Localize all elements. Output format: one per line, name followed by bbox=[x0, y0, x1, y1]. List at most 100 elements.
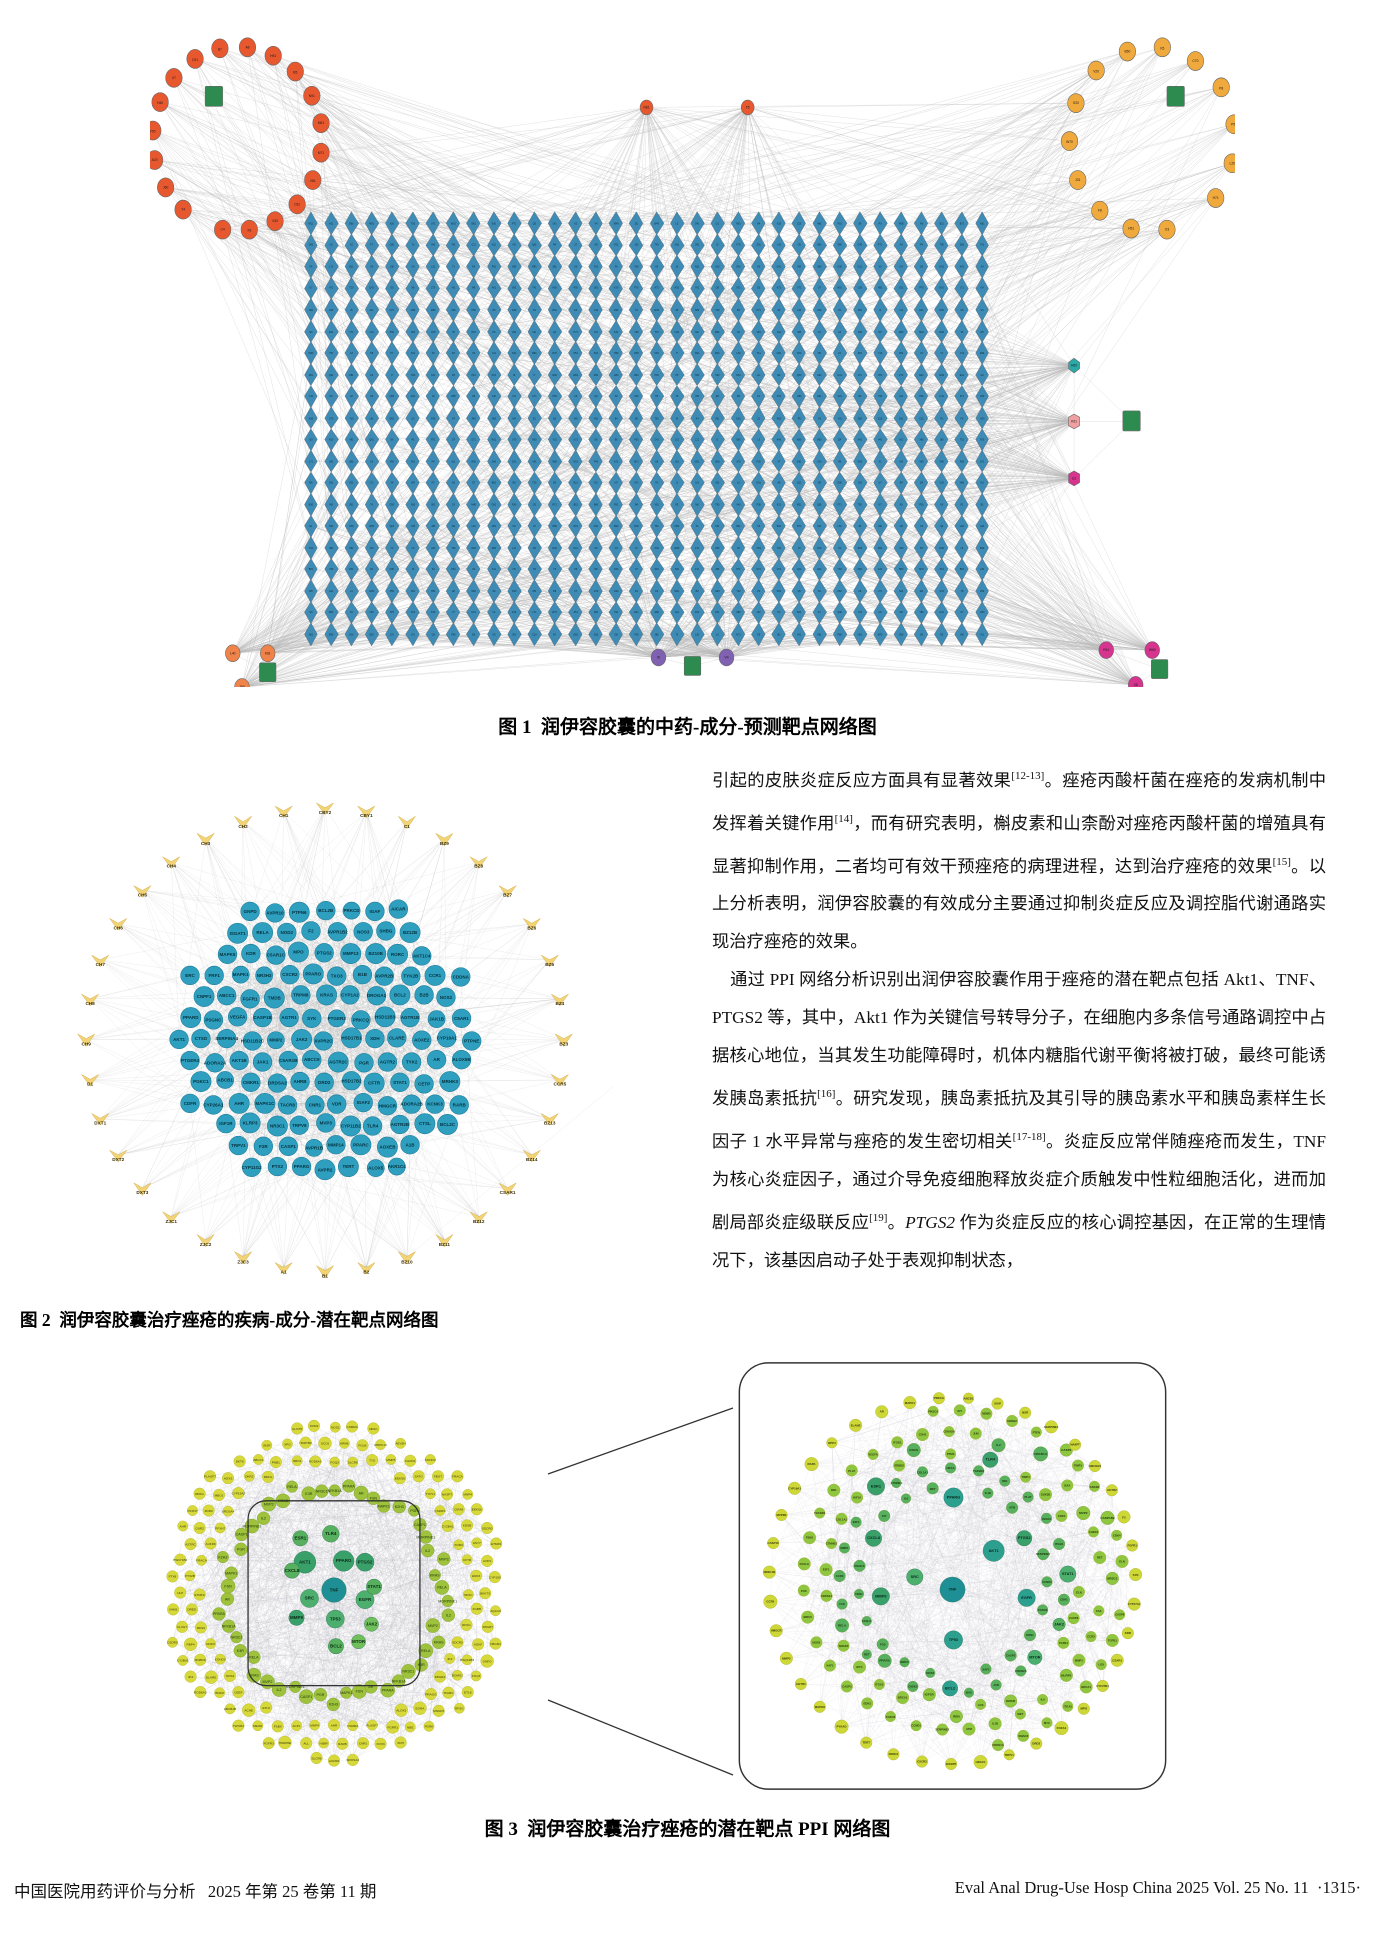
svg-text:W41: W41 bbox=[471, 546, 476, 550]
svg-text:T41: T41 bbox=[980, 242, 985, 246]
svg-text:MVP2: MVP2 bbox=[264, 1502, 274, 1506]
svg-text:G50: G50 bbox=[980, 416, 985, 420]
svg-text:A21: A21 bbox=[329, 589, 334, 593]
svg-text:CTSL: CTSL bbox=[419, 1121, 431, 1126]
svg-text:R30: R30 bbox=[512, 503, 517, 507]
svg-text:R4: R4 bbox=[553, 242, 557, 246]
svg-text:PTGER4: PTGER4 bbox=[181, 1058, 200, 1063]
svg-text:L40: L40 bbox=[492, 394, 497, 398]
svg-text:PPARG: PPARG bbox=[947, 1494, 960, 1499]
svg-text:Y61: Y61 bbox=[695, 285, 700, 289]
svg-text:KDR: KDR bbox=[246, 951, 257, 956]
svg-text:MMP2: MMP2 bbox=[269, 1038, 283, 1043]
svg-text:EGRA: EGRA bbox=[416, 1707, 426, 1711]
svg-text:Y81: Y81 bbox=[532, 459, 537, 463]
svg-text:ISGAT1: ISGAT1 bbox=[230, 931, 246, 936]
svg-text:D21: D21 bbox=[512, 459, 517, 463]
svg-text:D90: D90 bbox=[309, 242, 314, 246]
svg-text:T41: T41 bbox=[532, 285, 537, 289]
svg-text:R50: R50 bbox=[858, 546, 863, 550]
svg-text:B1: B1 bbox=[322, 1273, 328, 1278]
svg-text:U7: U7 bbox=[309, 285, 313, 289]
svg-text:G4: G4 bbox=[981, 285, 985, 289]
svg-text:SROSA4: SROSA4 bbox=[346, 1758, 359, 1762]
svg-text:AGTR1: AGTR1 bbox=[281, 1015, 297, 1020]
svg-text:TRPV8: TRPV8 bbox=[292, 1123, 307, 1128]
svg-text:B6: B6 bbox=[737, 394, 740, 398]
svg-text:CYP26A1: CYP26A1 bbox=[203, 1103, 224, 1108]
svg-text:FGLB: FGLB bbox=[358, 1444, 366, 1448]
svg-text:FBGT: FBGT bbox=[434, 1475, 442, 1479]
svg-text:LOX: LOX bbox=[978, 1703, 984, 1707]
svg-text:R5: R5 bbox=[472, 264, 476, 268]
svg-text:H91: H91 bbox=[270, 54, 276, 58]
svg-text:B6: B6 bbox=[635, 416, 638, 420]
svg-text:PYAAO: PYAAO bbox=[837, 1725, 848, 1729]
svg-text:A71: A71 bbox=[655, 285, 660, 289]
svg-text:MYC: MYC bbox=[856, 1665, 862, 1669]
svg-text:H31: H31 bbox=[695, 373, 700, 377]
svg-text:ITGA2: ITGA2 bbox=[875, 1682, 884, 1686]
svg-text:P50: P50 bbox=[574, 285, 579, 289]
svg-text:Y80: Y80 bbox=[634, 330, 639, 334]
svg-text:F91: F91 bbox=[594, 351, 599, 355]
svg-text:C9: C9 bbox=[370, 459, 374, 463]
svg-text:CLARE: CLARE bbox=[389, 1035, 405, 1040]
svg-text:D61: D61 bbox=[736, 373, 741, 377]
svg-text:O5: O5 bbox=[818, 351, 822, 355]
svg-text:X80: X80 bbox=[512, 264, 517, 268]
svg-text:B60: B60 bbox=[349, 221, 354, 225]
svg-text:CH8: CH8 bbox=[85, 1001, 95, 1006]
svg-text:ERBB2: ERBB2 bbox=[1007, 1419, 1017, 1423]
svg-text:M91: M91 bbox=[369, 221, 374, 225]
svg-text:U7: U7 bbox=[635, 567, 639, 571]
svg-text:IL2: IL2 bbox=[277, 1688, 282, 1692]
svg-text:P5: P5 bbox=[675, 373, 678, 377]
svg-text:M60: M60 bbox=[431, 308, 436, 312]
svg-text:PPARD: PPARD bbox=[183, 1015, 199, 1020]
svg-text:M21: M21 bbox=[329, 610, 334, 614]
svg-text:F60: F60 bbox=[492, 264, 497, 268]
svg-text:MPO: MPO bbox=[1080, 1707, 1087, 1711]
svg-text:AR: AR bbox=[359, 1491, 364, 1495]
svg-text:XDH: XDH bbox=[370, 1036, 380, 1041]
svg-text:A41: A41 bbox=[431, 242, 436, 246]
svg-text:MYC: MYC bbox=[1044, 1721, 1050, 1725]
svg-text:P71: P71 bbox=[736, 567, 741, 571]
svg-text:MNBDK: MNBDK bbox=[195, 1658, 207, 1662]
svg-text:M70: M70 bbox=[878, 632, 883, 636]
svg-text:T20: T20 bbox=[532, 480, 537, 484]
svg-text:S71: S71 bbox=[736, 285, 741, 289]
svg-text:S21: S21 bbox=[899, 589, 904, 593]
svg-text:W11: W11 bbox=[878, 546, 883, 550]
svg-text:LOX: LOX bbox=[1098, 1663, 1104, 1667]
svg-text:S8: S8 bbox=[1134, 683, 1138, 687]
svg-text:H5: H5 bbox=[574, 567, 578, 571]
svg-text:E41: E41 bbox=[960, 373, 965, 377]
svg-text:F2R: F2R bbox=[259, 1144, 268, 1149]
svg-text:Z60: Z60 bbox=[451, 308, 456, 312]
svg-text:BCL2: BCL2 bbox=[945, 1685, 955, 1690]
svg-text:H50: H50 bbox=[552, 285, 557, 289]
svg-text:K61: K61 bbox=[1071, 419, 1077, 423]
svg-text:CDKN2A: CDKN2A bbox=[1015, 1669, 1027, 1673]
svg-text:L81: L81 bbox=[899, 394, 904, 398]
svg-text:H80: H80 bbox=[552, 524, 557, 528]
svg-text:CYF27B1: CYF27B1 bbox=[1096, 1684, 1109, 1688]
svg-text:H50: H50 bbox=[919, 394, 924, 398]
svg-text:F2: F2 bbox=[308, 929, 314, 934]
svg-text:TYK2: TYK2 bbox=[406, 1060, 418, 1065]
svg-text:O2: O2 bbox=[330, 242, 334, 246]
svg-text:J80: J80 bbox=[940, 437, 944, 441]
svg-text:K41: K41 bbox=[940, 264, 945, 268]
svg-text:MPO: MPO bbox=[293, 950, 304, 955]
svg-text:PRKCA: PRKCA bbox=[934, 1396, 945, 1400]
svg-text:ABCB1B: ABCB1B bbox=[224, 1707, 236, 1711]
svg-text:U61: U61 bbox=[512, 330, 517, 334]
svg-text:CY2BA1: CY2BA1 bbox=[177, 1659, 189, 1663]
svg-text:C5AR1B: C5AR1B bbox=[279, 1058, 298, 1063]
svg-text:Y40: Y40 bbox=[309, 394, 314, 398]
svg-text:L51: L51 bbox=[838, 524, 843, 528]
svg-text:H31: H31 bbox=[329, 524, 334, 528]
svg-text:S80: S80 bbox=[695, 308, 700, 312]
